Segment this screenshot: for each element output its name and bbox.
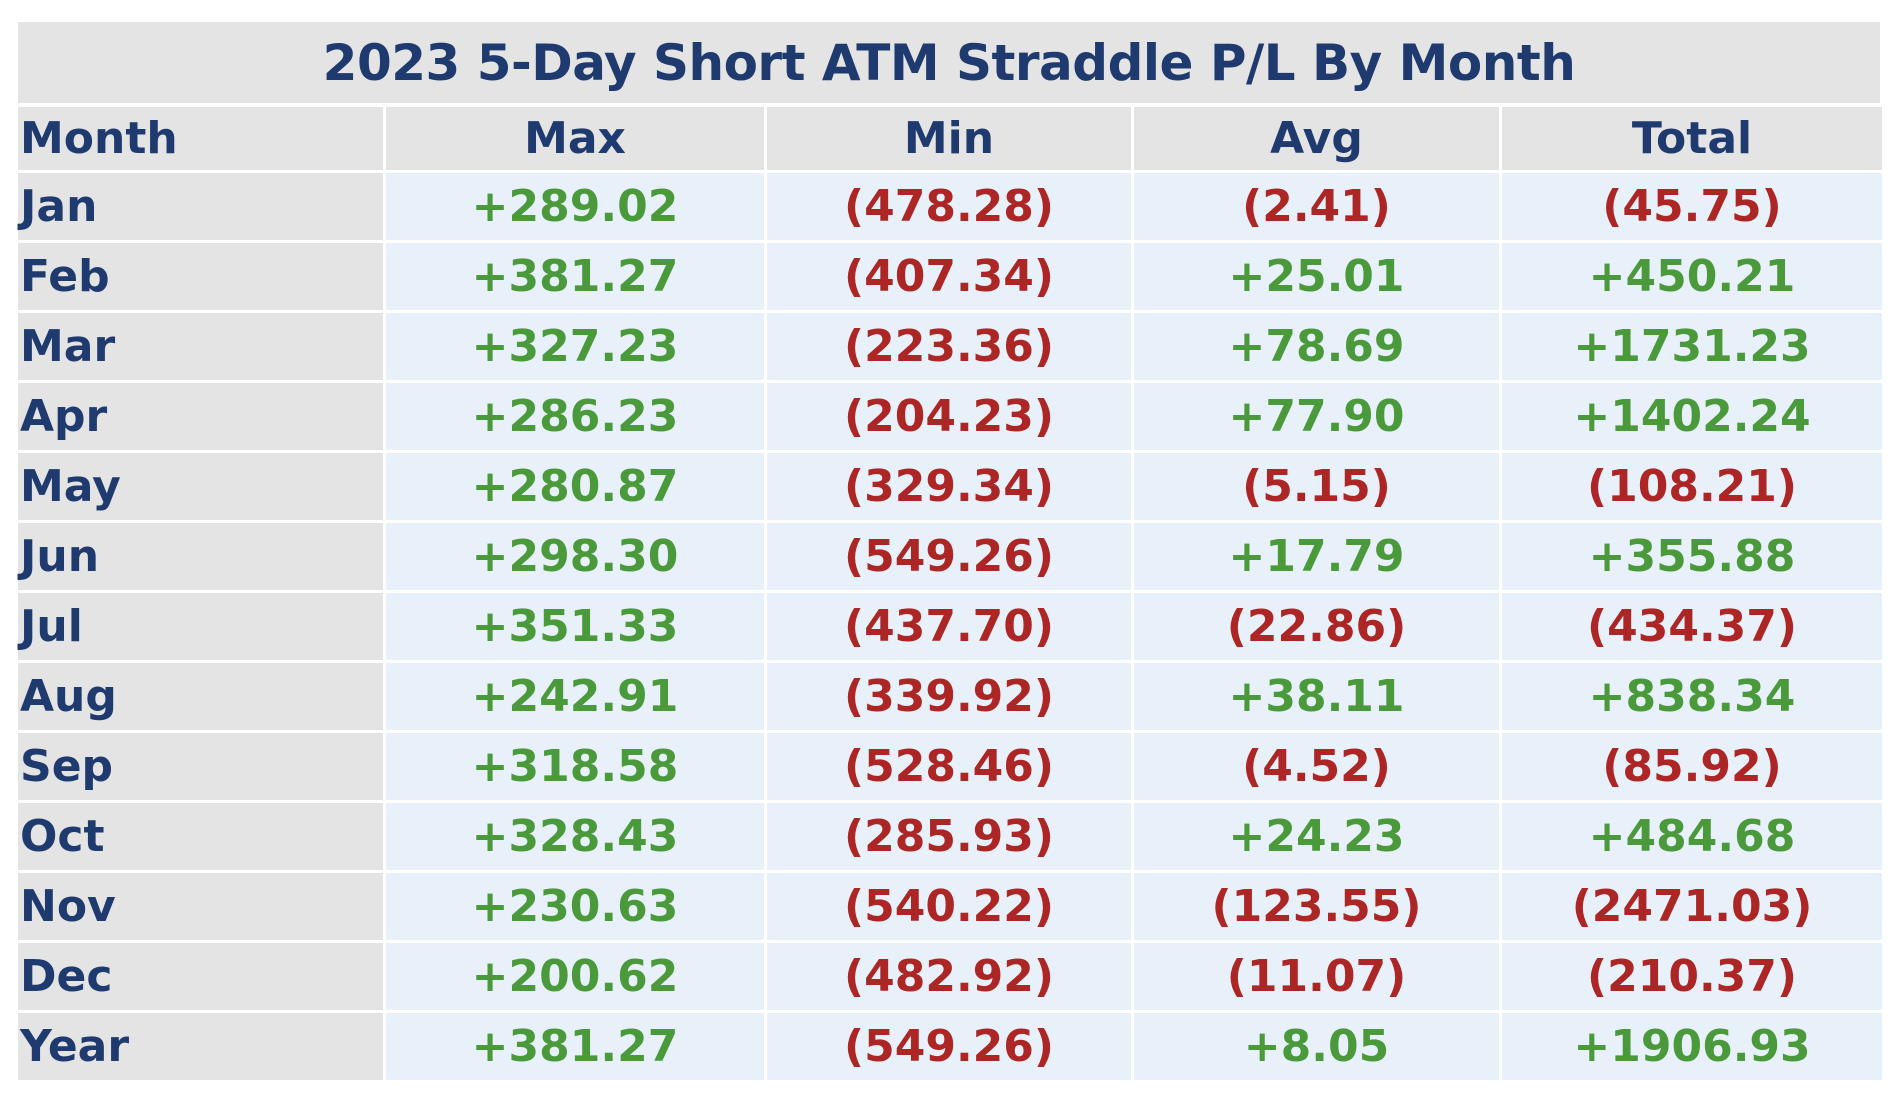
value-cell: (123.55) <box>1134 873 1499 940</box>
column-header: Month <box>18 107 383 170</box>
value-cell: +289.02 <box>386 173 764 240</box>
value-cell: +484.68 <box>1502 803 1882 870</box>
value-cell: +351.33 <box>386 593 764 660</box>
column-header: Max <box>386 107 764 170</box>
value-cell: (478.28) <box>767 173 1131 240</box>
value-cell: (407.34) <box>767 243 1131 310</box>
value-cell: +318.58 <box>386 733 764 800</box>
row-label: Year <box>18 1013 383 1080</box>
value-cell: +838.34 <box>1502 663 1882 730</box>
row-label: Dec <box>18 943 383 1010</box>
value-cell: (540.22) <box>767 873 1131 940</box>
value-cell: +17.79 <box>1134 523 1499 590</box>
value-cell: +8.05 <box>1134 1013 1499 1080</box>
row-label: May <box>18 453 383 520</box>
row-label: Oct <box>18 803 383 870</box>
value-cell: (204.23) <box>767 383 1131 450</box>
row-label: Aug <box>18 663 383 730</box>
value-cell: (108.21) <box>1502 453 1882 520</box>
value-cell: (528.46) <box>767 733 1131 800</box>
value-cell: (482.92) <box>767 943 1131 1010</box>
value-cell: (85.92) <box>1502 733 1882 800</box>
value-cell: +25.01 <box>1134 243 1499 310</box>
value-cell: (549.26) <box>767 523 1131 590</box>
value-cell: +78.69 <box>1134 313 1499 380</box>
value-cell: +381.27 <box>386 1013 764 1080</box>
column-header: Avg <box>1134 107 1499 170</box>
value-cell: (45.75) <box>1502 173 1882 240</box>
row-label: Sep <box>18 733 383 800</box>
value-cell: (2471.03) <box>1502 873 1882 940</box>
value-cell: (22.86) <box>1134 593 1499 660</box>
value-cell: (210.37) <box>1502 943 1882 1010</box>
table-card: 2023 5-Day Short ATM Straddle P/L By Mon… <box>18 22 1882 1080</box>
row-label: Jun <box>18 523 383 590</box>
table-title: 2023 5-Day Short ATM Straddle P/L By Mon… <box>18 22 1880 103</box>
value-cell: +298.30 <box>386 523 764 590</box>
value-cell: +1731.23 <box>1502 313 1882 380</box>
column-header: Total <box>1502 107 1882 170</box>
pl-table: Month Max Min Avg Total Jan +289.02 (478.28) (2.… <box>18 107 1882 1080</box>
value-cell: +24.23 <box>1134 803 1499 870</box>
value-cell: +328.43 <box>386 803 764 870</box>
value-cell: +355.88 <box>1502 523 1882 590</box>
value-cell: +381.27 <box>386 243 764 310</box>
value-cell: (11.07) <box>1134 943 1499 1010</box>
value-cell: (5.15) <box>1134 453 1499 520</box>
value-cell: +242.91 <box>386 663 764 730</box>
row-label: Jan <box>18 173 383 240</box>
value-cell: +77.90 <box>1134 383 1499 450</box>
value-cell: (223.36) <box>767 313 1131 380</box>
value-cell: (2.41) <box>1134 173 1499 240</box>
value-cell: (549.26) <box>767 1013 1131 1080</box>
value-cell: +286.23 <box>386 383 764 450</box>
value-cell: +1402.24 <box>1502 383 1882 450</box>
value-cell: +1906.93 <box>1502 1013 1882 1080</box>
row-label: Mar <box>18 313 383 380</box>
value-cell: (434.37) <box>1502 593 1882 660</box>
value-cell: (339.92) <box>767 663 1131 730</box>
value-cell: +38.11 <box>1134 663 1499 730</box>
value-cell: (285.93) <box>767 803 1131 870</box>
row-label: Nov <box>18 873 383 940</box>
value-cell: (4.52) <box>1134 733 1499 800</box>
row-label: Feb <box>18 243 383 310</box>
value-cell: (437.70) <box>767 593 1131 660</box>
value-cell: +450.21 <box>1502 243 1882 310</box>
value-cell: +200.62 <box>386 943 764 1010</box>
column-header: Min <box>767 107 1131 170</box>
value-cell: +280.87 <box>386 453 764 520</box>
row-label: Jul <box>18 593 383 660</box>
value-cell: (329.34) <box>767 453 1131 520</box>
value-cell: +327.23 <box>386 313 764 380</box>
value-cell: +230.63 <box>386 873 764 940</box>
row-label: Apr <box>18 383 383 450</box>
